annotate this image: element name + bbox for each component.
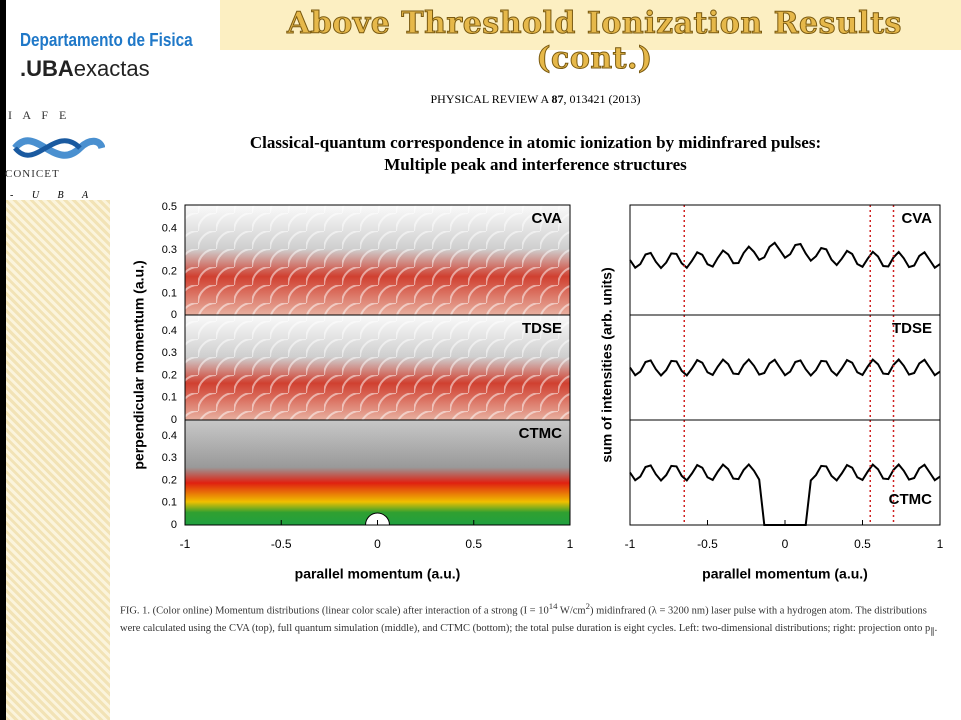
logo-uba: .UBAexactas — [20, 56, 150, 82]
y-tick-label: 0 — [171, 309, 177, 321]
caption-sub: ∥ — [930, 625, 935, 636]
x-tick-label: 1 — [937, 537, 944, 551]
x-tick-label: -0.5 — [697, 537, 718, 551]
caption-text: . — [934, 622, 938, 634]
paper-title-line: Multiple peak and interference structure… — [384, 155, 687, 174]
x-axis-label: parallel momentum (a.u.) — [295, 566, 461, 582]
x-tick-label: -1 — [180, 537, 191, 551]
interference — [185, 315, 570, 420]
interference — [185, 205, 570, 315]
panel-label: TDSE — [522, 320, 562, 337]
logo-uba2: - U B A — [10, 190, 97, 201]
slide-title: Above Threshold Ionization Results (cont… — [287, 6, 902, 77]
caption-sup: 2 — [585, 601, 590, 611]
x-tick-label: -0.5 — [271, 537, 292, 551]
caption-sup: 14 — [548, 601, 558, 611]
side-border — [0, 0, 6, 720]
x-tick-label: 0.5 — [854, 537, 871, 551]
logo-dept: Departamento de Fisica — [20, 30, 193, 50]
y-axis-label: sum of intensities (arb. units) — [599, 267, 615, 462]
x-tick-label: 0.5 — [465, 537, 482, 551]
y-tick-label: 0.2 — [162, 474, 177, 486]
y-tick-label: 0.1 — [162, 497, 177, 509]
x-tick-label: 0 — [374, 537, 381, 551]
y-tick-label: 0 — [171, 414, 177, 426]
citation-rest: , 013421 (2013) — [563, 92, 641, 106]
citation: PHYSICAL REVIEW A 87, 013421 (2013) — [0, 92, 961, 107]
figure: CVA 0.5 0.4 0.3 0.2 0.1 0 TDSE 0.4 0.3 0.2 0.1 0 CTMC… — [131, 201, 944, 582]
volume: 87 — [551, 92, 564, 106]
y-tick-label: 0.3 — [162, 347, 177, 359]
y-tick-label: 0.2 — [162, 266, 177, 278]
caption-text: FIG. 1. (Color online) Momentum distribu… — [120, 605, 549, 617]
curve — [629, 357, 941, 378]
logo-exactas: exactas — [73, 56, 150, 81]
journal: PHYSICAL REVIEW A — [430, 92, 549, 106]
paper-title-line: Classical-quantum correspondence in atom… — [249, 133, 822, 152]
panel-label: TDSE — [892, 320, 932, 337]
logo-conicet: CONICET — [5, 168, 60, 180]
logo-iafe: I A F E — [8, 108, 71, 122]
y-axis-label: perpendicular momentum (a.u.) — [131, 260, 147, 469]
panel-label: CTMC — [889, 491, 932, 508]
side-pattern — [6, 200, 110, 720]
y-tick-label: 0.5 — [162, 201, 177, 213]
density-map — [185, 420, 570, 525]
hole — [365, 512, 390, 526]
y-tick-label: 0.3 — [162, 452, 177, 464]
x-tick-label: -1 — [625, 537, 636, 551]
panel-label: CVA — [531, 210, 562, 227]
panel-label: CVA — [901, 210, 932, 227]
y-tick-label: 0 — [171, 519, 177, 531]
curve — [629, 241, 941, 270]
panel-label: CTMC — [519, 425, 562, 442]
y-tick-label: 0.2 — [162, 369, 177, 381]
y-tick-label: 0.4 — [162, 223, 177, 235]
caption: FIG. 1. (Color online) Momentum distribu… — [120, 598, 940, 640]
logo-emblem — [12, 137, 105, 159]
logo-uba-bold: .UBA — [20, 56, 74, 81]
x-tick-label: 0 — [782, 537, 789, 551]
title-bar — [220, 0, 961, 50]
y-tick-label: 0.4 — [162, 325, 177, 337]
caption-text: W/cm — [557, 605, 586, 617]
y-tick-label: 0.4 — [162, 430, 177, 442]
caption-text: ) midinfrared (λ = 3200 nm) laser pulse … — [120, 605, 931, 634]
y-tick-label: 0.1 — [162, 392, 177, 404]
paper-title: Classical-quantum correspondence in atom… — [110, 132, 961, 176]
y-tick-label: 0.1 — [162, 287, 177, 299]
y-tick-label: 0.3 — [162, 244, 177, 256]
x-tick-label: 1 — [567, 537, 574, 551]
x-axis-label: parallel momentum (a.u.) — [702, 566, 868, 582]
